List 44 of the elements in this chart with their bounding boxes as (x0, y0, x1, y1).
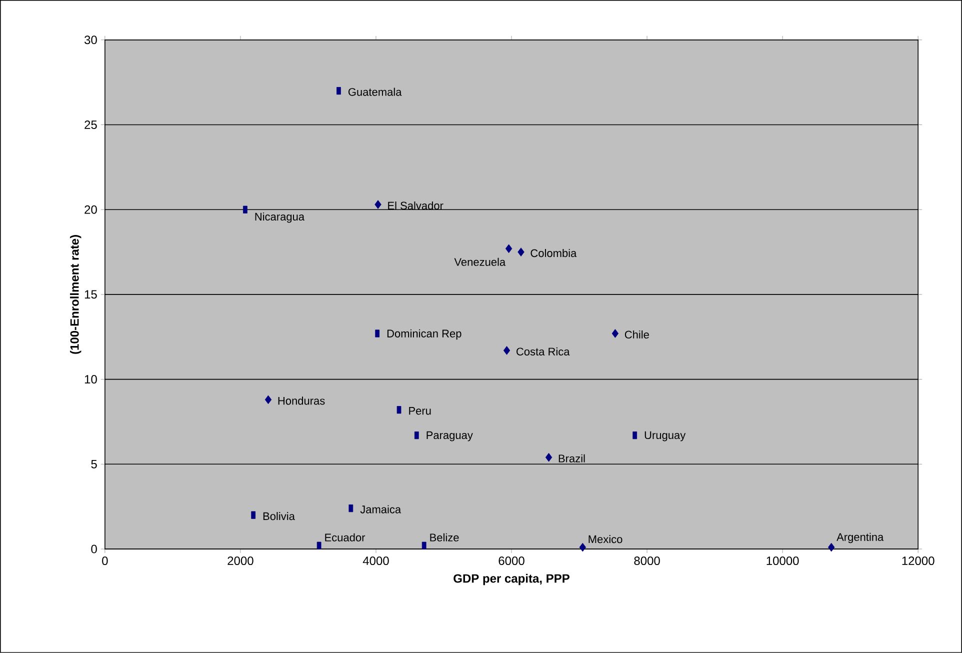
annotation: Mexico (588, 535, 622, 544)
x-axis-title: GDP per capita, PPP (454, 574, 570, 586)
point (505, 244, 512, 254)
annotation: Peru (409, 407, 431, 415)
annotation: Paraguay (426, 431, 473, 442)
point (264, 395, 272, 404)
annotation: Guatemala (348, 88, 402, 96)
annotation: Ecuador (325, 533, 366, 542)
annotation: Venezuela (454, 258, 506, 266)
point (828, 542, 835, 552)
x-tick-label: 2000 (228, 556, 254, 566)
y-axis-title: (100-Enrollment rate) (70, 235, 82, 354)
annotation: Belize (430, 533, 459, 542)
annotation: Uruguay (644, 431, 686, 442)
y-tick-label: 30 (84, 36, 97, 44)
point (374, 200, 382, 209)
annotation: Bolivia (263, 512, 295, 520)
point (579, 542, 586, 552)
annotation: Nicaragua (255, 212, 305, 223)
x-tick-label: 0 (102, 556, 108, 566)
point (612, 329, 619, 338)
annotation: Colombia (530, 249, 577, 258)
annotation: El Salvador (388, 202, 444, 210)
annotation: Costa Rica (516, 347, 570, 356)
y-tick-label: 10 (84, 375, 97, 384)
y-tick-label: 20 (84, 205, 97, 214)
x-tick-label: 6000 (498, 556, 524, 566)
y-tick-label: 25 (84, 120, 97, 130)
y-tick-label: 15 (84, 290, 97, 299)
y-tick-label: 0 (91, 544, 97, 554)
annotation: Dominican Rep (387, 329, 462, 340)
point (503, 346, 510, 355)
x-tick-label: 8000 (634, 556, 660, 566)
x-tick-label: 10000 (766, 556, 799, 566)
annotation: Jamaica (360, 505, 402, 514)
y-tick-label: 5 (91, 460, 97, 468)
x-tick-label: 12000 (902, 556, 934, 566)
annotation: Argentina (836, 532, 884, 544)
point (518, 248, 524, 256)
annotation: Honduras (278, 396, 325, 405)
annotation: Chile (624, 330, 649, 339)
point (545, 452, 552, 462)
annotation: Brazil (558, 454, 585, 462)
x-tick-label: 4000 (362, 556, 389, 566)
